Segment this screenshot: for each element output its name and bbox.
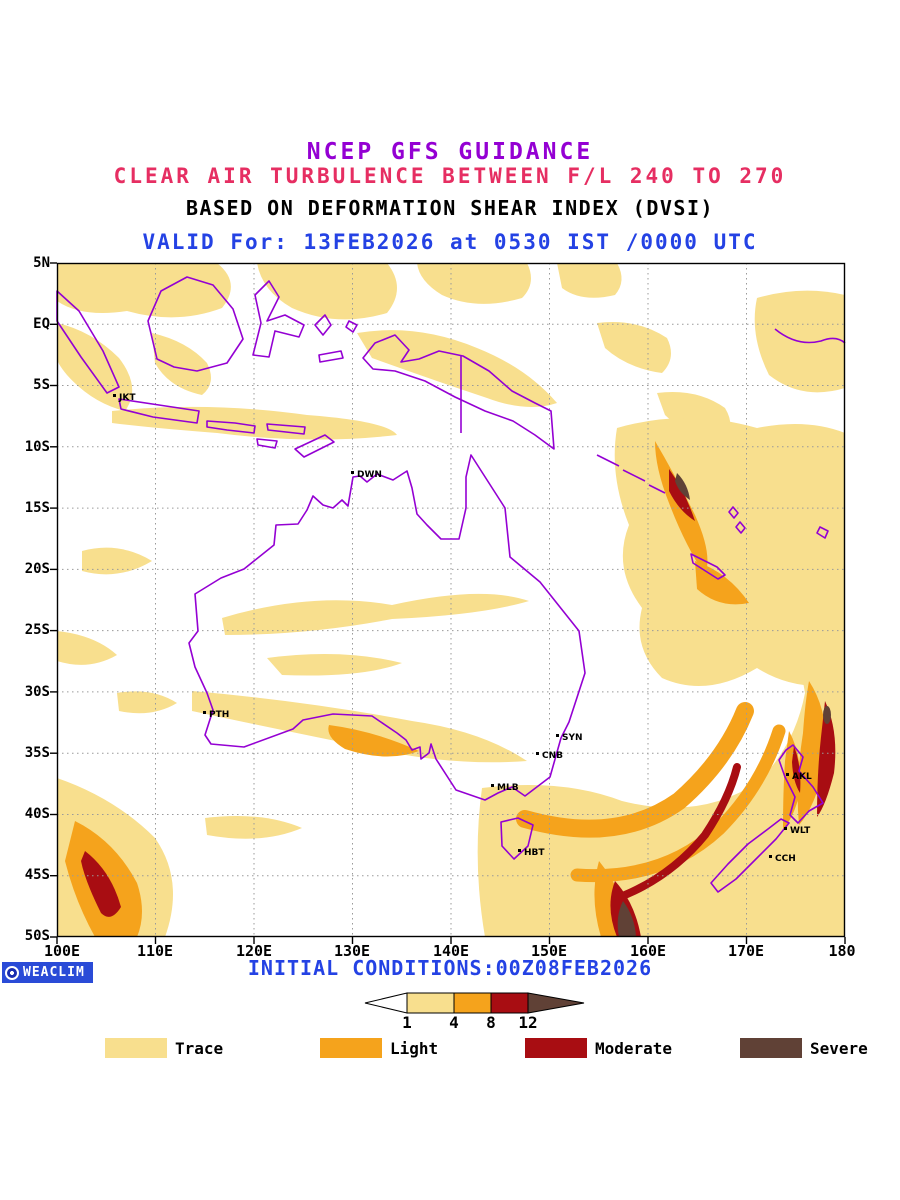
station-label-syn: SYN — [562, 733, 583, 743]
lat-tick-30s: 30S — [24, 684, 50, 700]
lat-tick-5s: 5S — [33, 377, 50, 393]
station-label-cnb: CNB — [542, 751, 563, 761]
weaclim-badge: WEACLIM — [2, 962, 93, 983]
page-title: NCEP GFS GUIDANCE — [306, 139, 594, 165]
map-frame — [56, 262, 846, 938]
station-label-akl: AKL — [792, 772, 812, 782]
legend-label-moderate: Moderate — [595, 1039, 673, 1058]
colorbar-tick-4: 4 — [449, 1013, 459, 1032]
colorbar-tick-1: 1 — [402, 1013, 412, 1032]
lat-tick-25s: 25S — [24, 622, 50, 638]
lon-tick-140e: 140E — [432, 942, 470, 960]
intensity-colorbar — [364, 992, 585, 1014]
axis-ticks — [50, 262, 846, 944]
weaclim-label: WEACLIM — [23, 965, 85, 980]
lat-tick-35s: 35S — [24, 745, 50, 761]
lat-tick-15s: 15S — [24, 500, 50, 516]
station-label-cch: CCH — [775, 854, 796, 864]
chart-basis-line: BASED ON DEFORMATION SHEAR INDEX (DVSI) — [185, 196, 715, 220]
station-label-jkt: JKT — [118, 393, 136, 403]
station-label-mlb: MLB — [497, 783, 519, 793]
lat-tick-10s: 10S — [24, 439, 50, 455]
legend-label-light: Light — [390, 1039, 439, 1058]
legend-swatch-moderate — [525, 1038, 587, 1058]
lat-tick-20s: 20S — [24, 561, 50, 577]
lon-tick-100e: 100E — [43, 942, 81, 960]
legend-swatch-light — [320, 1038, 382, 1058]
lat-tick-50s: 50S — [24, 928, 50, 944]
lat-tick-5n: 5N — [33, 255, 50, 271]
colorbar-tick-12: 12 — [518, 1013, 538, 1032]
lon-tick-110e: 110E — [136, 942, 174, 960]
severe-shading — [617, 473, 831, 937]
turbulence-map: JKT DWN PTH SYN CNB MLB HBT AKL WLT CCH — [50, 262, 846, 944]
lon-tick-150e: 150E — [530, 942, 568, 960]
legend-swatch-severe — [740, 1038, 802, 1058]
legend-swatch-trace — [105, 1038, 167, 1058]
colorbar-tick-8: 8 — [486, 1013, 496, 1032]
station-label-wlt: WLT — [790, 826, 811, 836]
graticule-grid — [57, 263, 845, 937]
station-label-hbt: HBT — [524, 848, 545, 858]
station-label-pth: PTH — [209, 710, 229, 720]
legend-label-trace: Trace — [175, 1039, 224, 1058]
lat-tick-45s: 45S — [24, 867, 50, 883]
lat-tick-eq: EQ — [33, 316, 50, 332]
legend-label-severe: Severe — [810, 1039, 868, 1058]
station-markers: JKT DWN PTH SYN CNB MLB HBT AKL WLT CCH — [113, 393, 812, 864]
lat-tick-40s: 40S — [24, 806, 50, 822]
lon-tick-180: 180 — [828, 942, 856, 960]
coastlines — [56, 276, 846, 893]
weaclim-logo-icon — [5, 965, 19, 980]
initial-conditions-line: INITIAL CONDITIONS:00Z08FEB2026 — [247, 956, 653, 980]
lon-tick-160e: 160E — [629, 942, 667, 960]
chart-subtitle: CLEAR AIR TURBULENCE BETWEEN F/L 240 TO … — [113, 164, 787, 188]
valid-time-line: VALID For: 13FEB2026 at 0530 IST /0000 U… — [142, 230, 758, 254]
station-label-dwn: DWN — [357, 470, 382, 480]
lon-tick-130e: 130E — [333, 942, 371, 960]
lon-tick-120e: 120E — [235, 942, 273, 960]
lon-tick-170e: 170E — [727, 942, 765, 960]
